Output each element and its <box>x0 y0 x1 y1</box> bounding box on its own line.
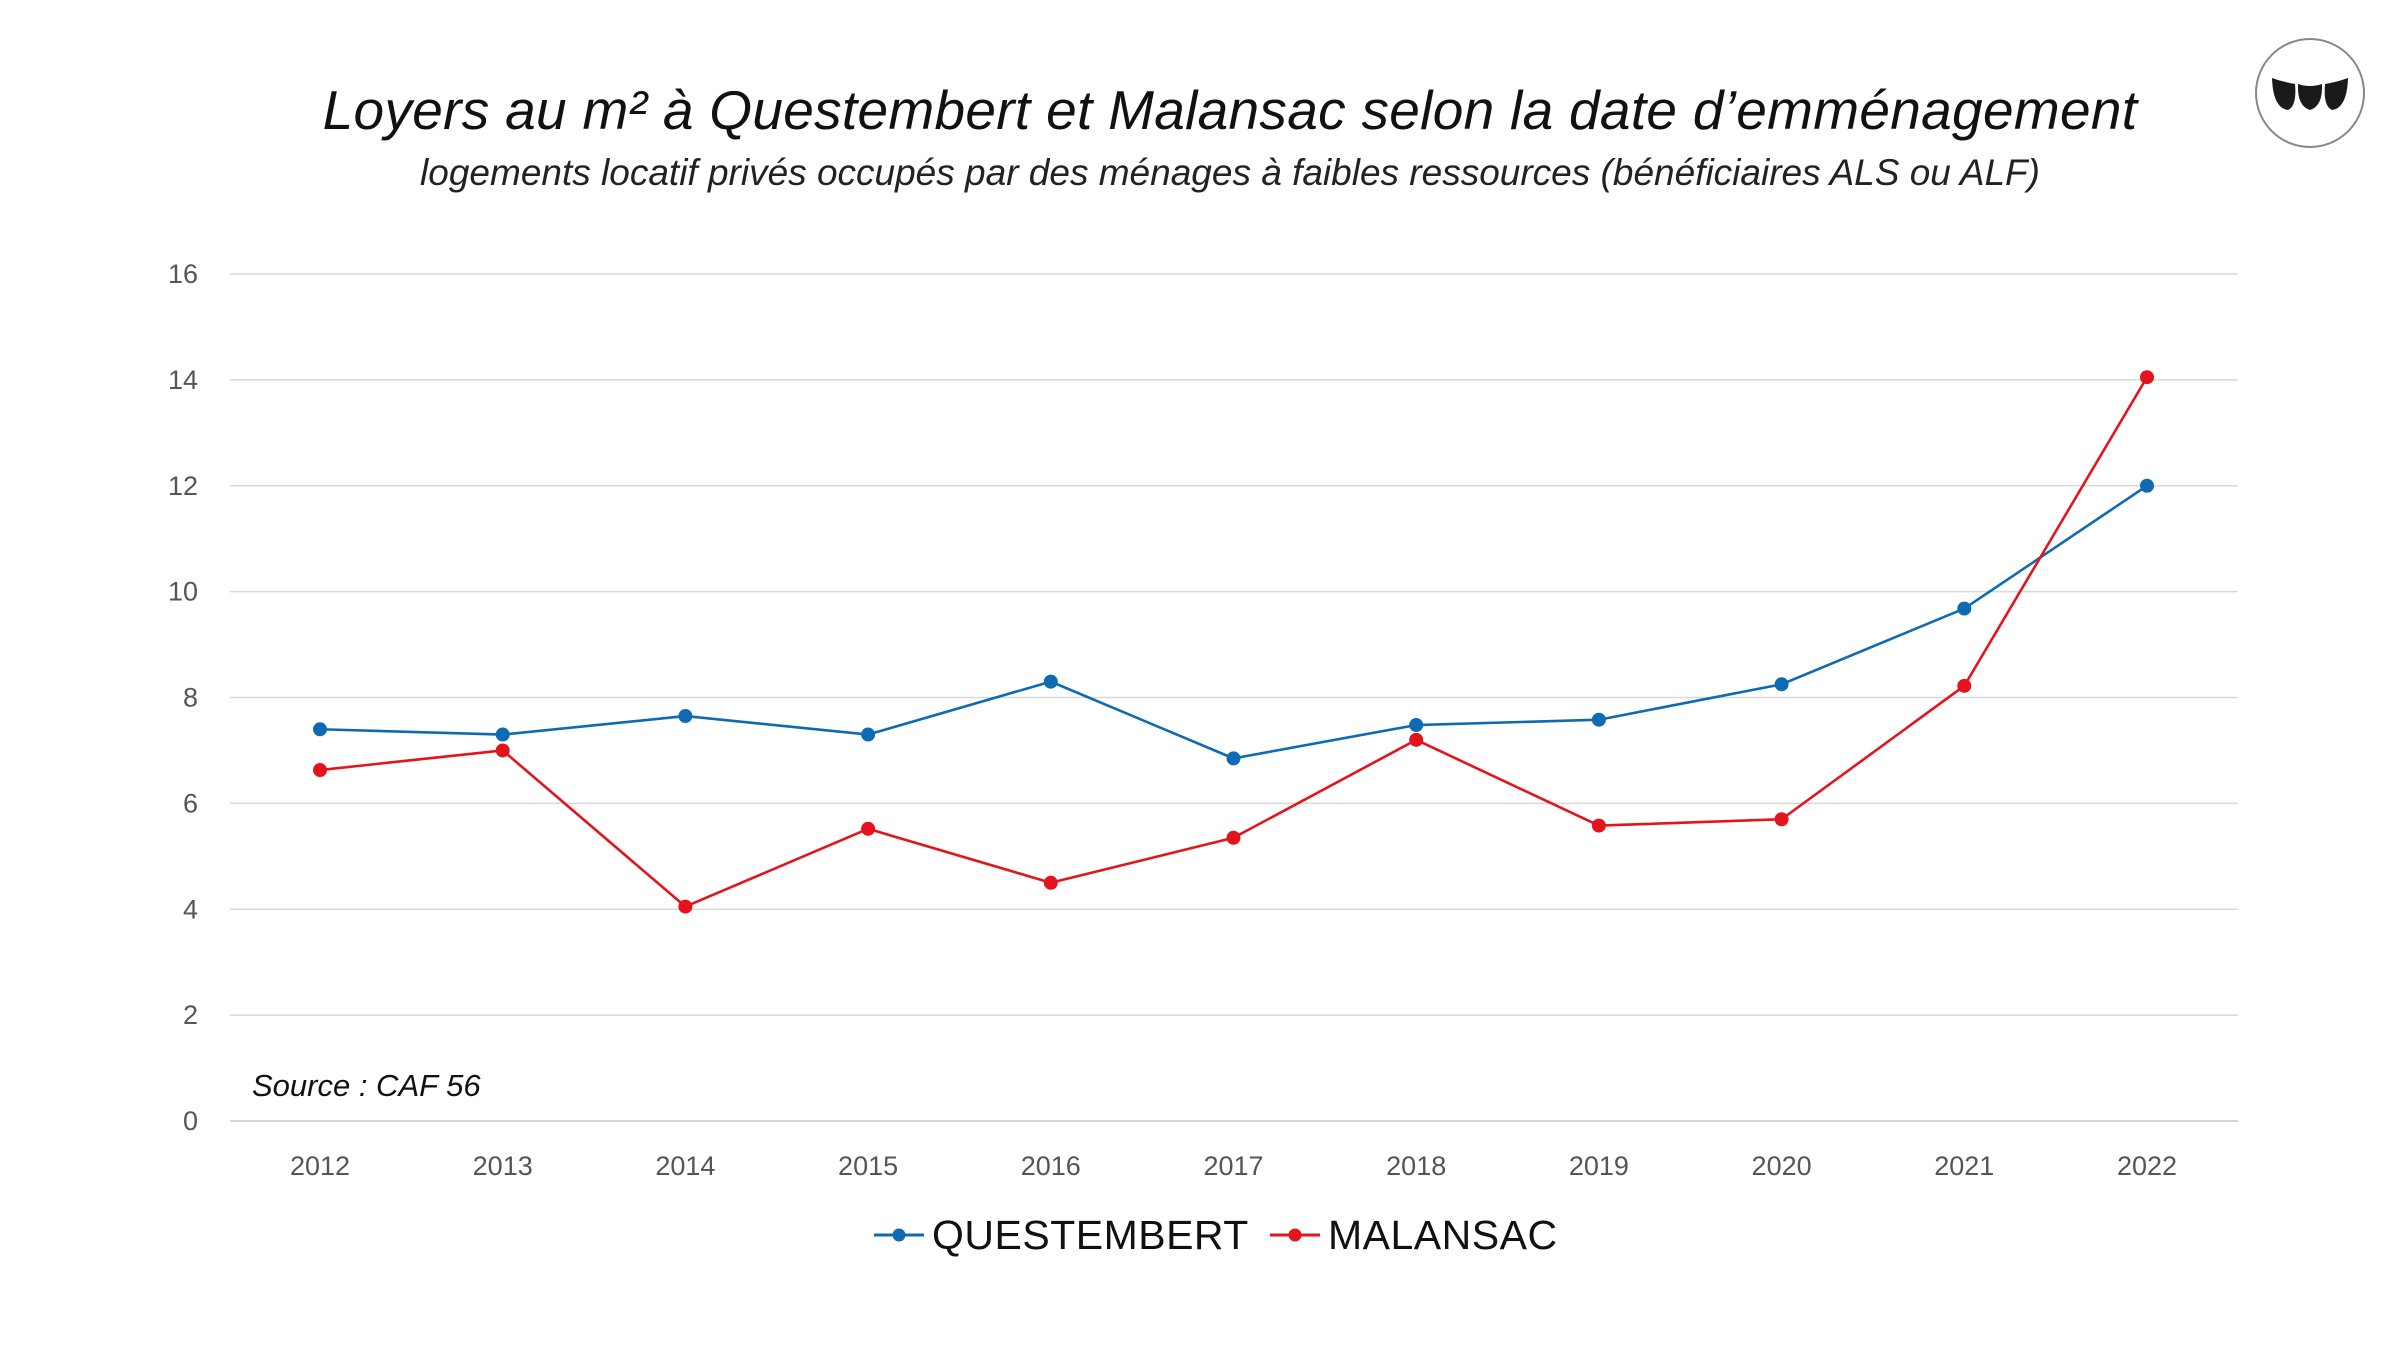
x-tick-label: 2020 <box>1752 1151 1812 1181</box>
legend-marker-malansac <box>1270 1228 1320 1242</box>
data-point[interactable] <box>678 709 693 724</box>
data-point[interactable] <box>1957 601 1972 616</box>
legend-marker-questembert <box>874 1228 924 1242</box>
data-point[interactable] <box>1774 677 1789 692</box>
series-malansac <box>313 370 2154 914</box>
y-tick-label: 0 <box>183 1106 198 1136</box>
data-point[interactable] <box>2140 370 2154 385</box>
chart-subtitle: logements locatif privés occupés par des… <box>420 152 2040 193</box>
y-tick-label: 4 <box>183 894 198 924</box>
y-tick-label: 10 <box>168 577 198 607</box>
data-point[interactable] <box>313 722 327 737</box>
data-point[interactable] <box>495 743 510 758</box>
data-point[interactable] <box>1226 830 1241 845</box>
y-tick-label: 6 <box>183 788 198 818</box>
x-tick-label: 2021 <box>1934 1151 1994 1181</box>
y-tick-label: 16 <box>168 259 198 289</box>
series-questembert <box>313 478 2154 766</box>
y-tick-label: 14 <box>168 365 198 395</box>
legend-item-malansac[interactable]: MALANSAC <box>1268 1210 1558 1260</box>
data-point[interactable] <box>1591 818 1606 833</box>
data-point[interactable] <box>313 763 327 778</box>
series-lines <box>313 370 2154 914</box>
data-point[interactable] <box>861 821 876 836</box>
series-line <box>319 376 2149 908</box>
legend-label: MALANSAC <box>1328 1211 1558 1258</box>
y-tick-label: 2 <box>183 1000 198 1030</box>
y-tick-label: 12 <box>168 471 198 501</box>
x-tick-label: 2019 <box>1569 1151 1629 1181</box>
x-tick-label: 2015 <box>838 1151 898 1181</box>
x-tick-label: 2012 <box>290 1151 350 1181</box>
y-axis-ticks: 0 2 4 6 8 10 12 14 16 <box>168 259 198 1136</box>
legend: QUESTEMBERT MALANSAC <box>0 1210 2400 1260</box>
data-point[interactable] <box>495 727 510 742</box>
legend-item-questembert[interactable]: QUESTEMBERT <box>872 1210 1249 1260</box>
data-point[interactable] <box>678 899 693 914</box>
data-point[interactable] <box>1591 712 1606 727</box>
x-tick-label: 2013 <box>473 1151 533 1181</box>
data-point[interactable] <box>1774 812 1789 827</box>
data-point[interactable] <box>1409 718 1424 733</box>
x-tick-label: 2018 <box>1386 1151 1446 1181</box>
y-tick-label: 8 <box>183 683 198 713</box>
x-tick-label: 2014 <box>655 1151 715 1181</box>
x-tick-label: 2016 <box>1021 1151 1081 1181</box>
gridlines <box>230 273 2238 1122</box>
legend-label: QUESTEMBERT <box>932 1211 1249 1258</box>
source-note: Source : CAF 56 <box>252 1068 481 1103</box>
data-point[interactable] <box>861 727 876 742</box>
x-tick-label: 2017 <box>1203 1151 1263 1181</box>
x-axis-ticks: 2012 2013 2014 2015 2016 2017 2018 2019 2020 2021… <box>290 1151 2177 1181</box>
x-tick-label: 2022 <box>2117 1151 2177 1181</box>
data-point[interactable] <box>1043 674 1058 689</box>
data-point[interactable] <box>1957 678 1972 693</box>
data-point[interactable] <box>2140 478 2154 493</box>
series-line <box>319 484 2148 760</box>
chart-title: Loyers au m² à Questembert et Malansac s… <box>322 79 2138 141</box>
data-point[interactable] <box>1226 751 1241 766</box>
brand-logo-icon <box>2253 36 2367 150</box>
data-point[interactable] <box>1409 732 1424 747</box>
data-point[interactable] <box>1043 875 1058 890</box>
